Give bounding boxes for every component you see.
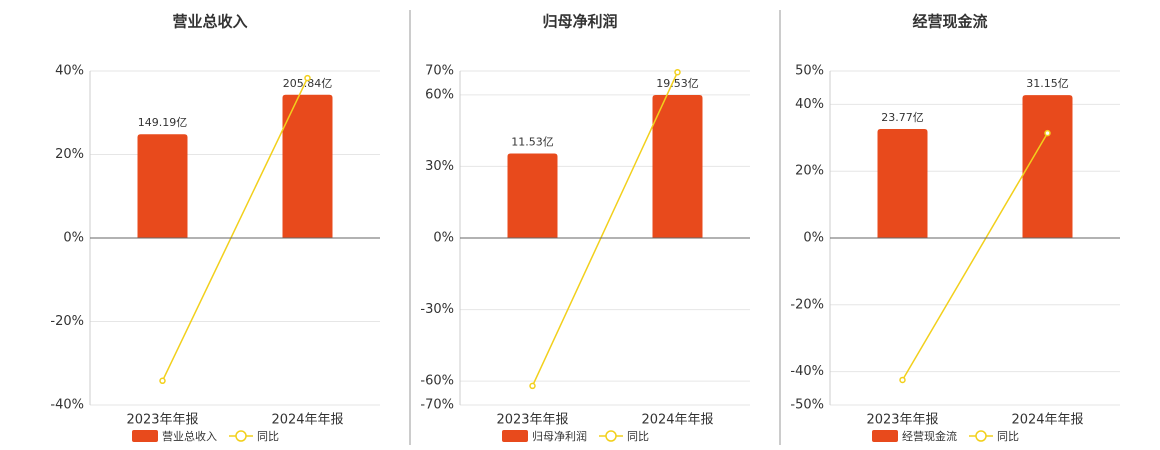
line-point [159, 377, 166, 385]
bar [877, 128, 928, 238]
legend-swatch [502, 430, 528, 442]
legend-label: 同比 [257, 430, 279, 443]
x-tick-label: 2024年年报 [271, 413, 343, 428]
y-tick-label: -20% [50, 314, 84, 329]
data-label: 23.77亿 [881, 111, 924, 124]
y-tick-label: -60% [420, 374, 454, 389]
line-point [899, 376, 906, 384]
legend-label: 营业总收入 [162, 429, 217, 443]
bar [282, 94, 333, 238]
y-tick-label: -50% [790, 398, 824, 413]
chart-title: 归母净利润 [542, 13, 617, 31]
bar [137, 134, 188, 238]
data-label: 149.19亿 [138, 116, 188, 129]
legend-swatch [975, 430, 987, 442]
line-point [674, 68, 681, 76]
y-tick-label: 50% [795, 64, 824, 79]
y-tick-label: 70% [425, 64, 454, 79]
y-tick-label: 0% [803, 231, 824, 246]
x-tick-label: 2023年年报 [126, 413, 198, 428]
x-tick-label: 2023年年报 [496, 413, 568, 428]
legend-swatch [872, 430, 898, 442]
y-tick-label: 40% [55, 64, 84, 79]
line-point [304, 74, 311, 82]
line [531, 71, 679, 387]
y-tick-label: 30% [425, 159, 454, 174]
y-tick-label: -40% [50, 398, 84, 413]
x-tick-label: 2024年年报 [641, 413, 713, 428]
y-tick-label: -40% [790, 364, 824, 379]
y-tick-label: 20% [795, 164, 824, 179]
legend-label: 经营现金流 [902, 429, 957, 443]
chart-title: 营业总收入 [172, 13, 247, 31]
bar [507, 153, 558, 238]
y-tick-label: -20% [790, 297, 824, 312]
legend-swatch [605, 430, 617, 442]
y-tick-label: 0% [433, 231, 454, 246]
legend-label: 同比 [997, 430, 1019, 443]
data-label: 31.15亿 [1026, 77, 1069, 90]
line-point [529, 382, 536, 390]
x-tick-label: 2023年年报 [866, 413, 938, 428]
bar [652, 94, 703, 238]
y-tick-label: 20% [55, 147, 84, 162]
y-tick-label: 60% [425, 87, 454, 102]
y-tick-label: 40% [795, 97, 824, 112]
legend-label: 同比 [627, 430, 649, 443]
line-point [1044, 129, 1051, 137]
line [901, 132, 1049, 381]
y-tick-label: 0% [63, 231, 84, 246]
data-label: 205.84亿 [283, 77, 333, 90]
legend-swatch [235, 430, 247, 442]
legend-label: 归母净利润 [532, 429, 587, 443]
y-tick-label: -70% [420, 398, 454, 413]
data-label: 11.53亿 [511, 136, 554, 149]
bar [1022, 95, 1073, 238]
legend-swatch [132, 430, 158, 442]
data-label: 19.53亿 [656, 77, 699, 90]
x-tick-label: 2024年年报 [1011, 413, 1083, 428]
y-tick-label: -30% [420, 302, 454, 317]
line [161, 77, 309, 382]
chart-title: 经营现金流 [912, 13, 987, 31]
